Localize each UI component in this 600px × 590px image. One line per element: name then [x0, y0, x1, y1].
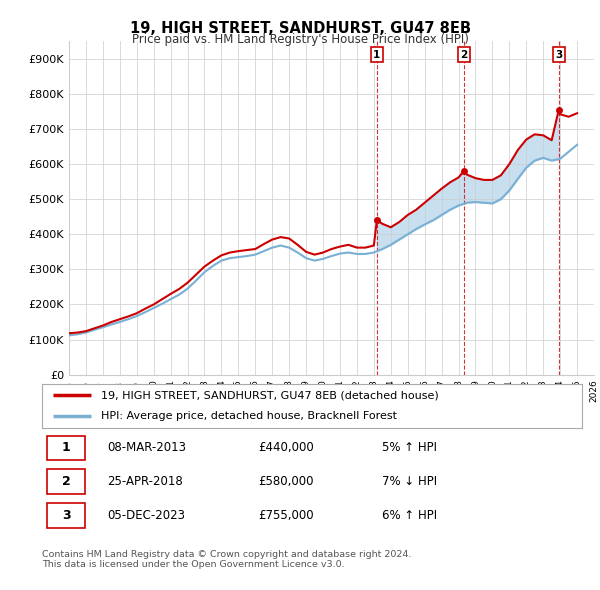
Text: £580,000: £580,000	[258, 475, 314, 488]
Text: 05-DEC-2023: 05-DEC-2023	[107, 509, 185, 522]
Text: 3: 3	[555, 50, 562, 60]
Text: HPI: Average price, detached house, Bracknell Forest: HPI: Average price, detached house, Brac…	[101, 411, 397, 421]
Text: 2: 2	[460, 50, 467, 60]
Text: 25-APR-2018: 25-APR-2018	[107, 475, 182, 488]
Text: Price paid vs. HM Land Registry's House Price Index (HPI): Price paid vs. HM Land Registry's House …	[131, 33, 469, 46]
Text: 19, HIGH STREET, SANDHURST, GU47 8EB: 19, HIGH STREET, SANDHURST, GU47 8EB	[130, 21, 470, 35]
Text: 2: 2	[62, 475, 71, 488]
Text: 3: 3	[62, 509, 71, 522]
Text: 19, HIGH STREET, SANDHURST, GU47 8EB (detached house): 19, HIGH STREET, SANDHURST, GU47 8EB (de…	[101, 391, 439, 401]
Text: 5% ↑ HPI: 5% ↑ HPI	[382, 441, 437, 454]
Text: 1: 1	[62, 441, 71, 454]
FancyBboxPatch shape	[47, 503, 85, 528]
FancyBboxPatch shape	[47, 469, 85, 494]
Text: 08-MAR-2013: 08-MAR-2013	[107, 441, 186, 454]
FancyBboxPatch shape	[47, 435, 85, 460]
Text: 1: 1	[373, 50, 380, 60]
Text: Contains HM Land Registry data © Crown copyright and database right 2024.
This d: Contains HM Land Registry data © Crown c…	[42, 550, 412, 569]
Text: 6% ↑ HPI: 6% ↑ HPI	[382, 509, 437, 522]
Text: £755,000: £755,000	[258, 509, 314, 522]
Text: 7% ↓ HPI: 7% ↓ HPI	[382, 475, 437, 488]
Text: £440,000: £440,000	[258, 441, 314, 454]
